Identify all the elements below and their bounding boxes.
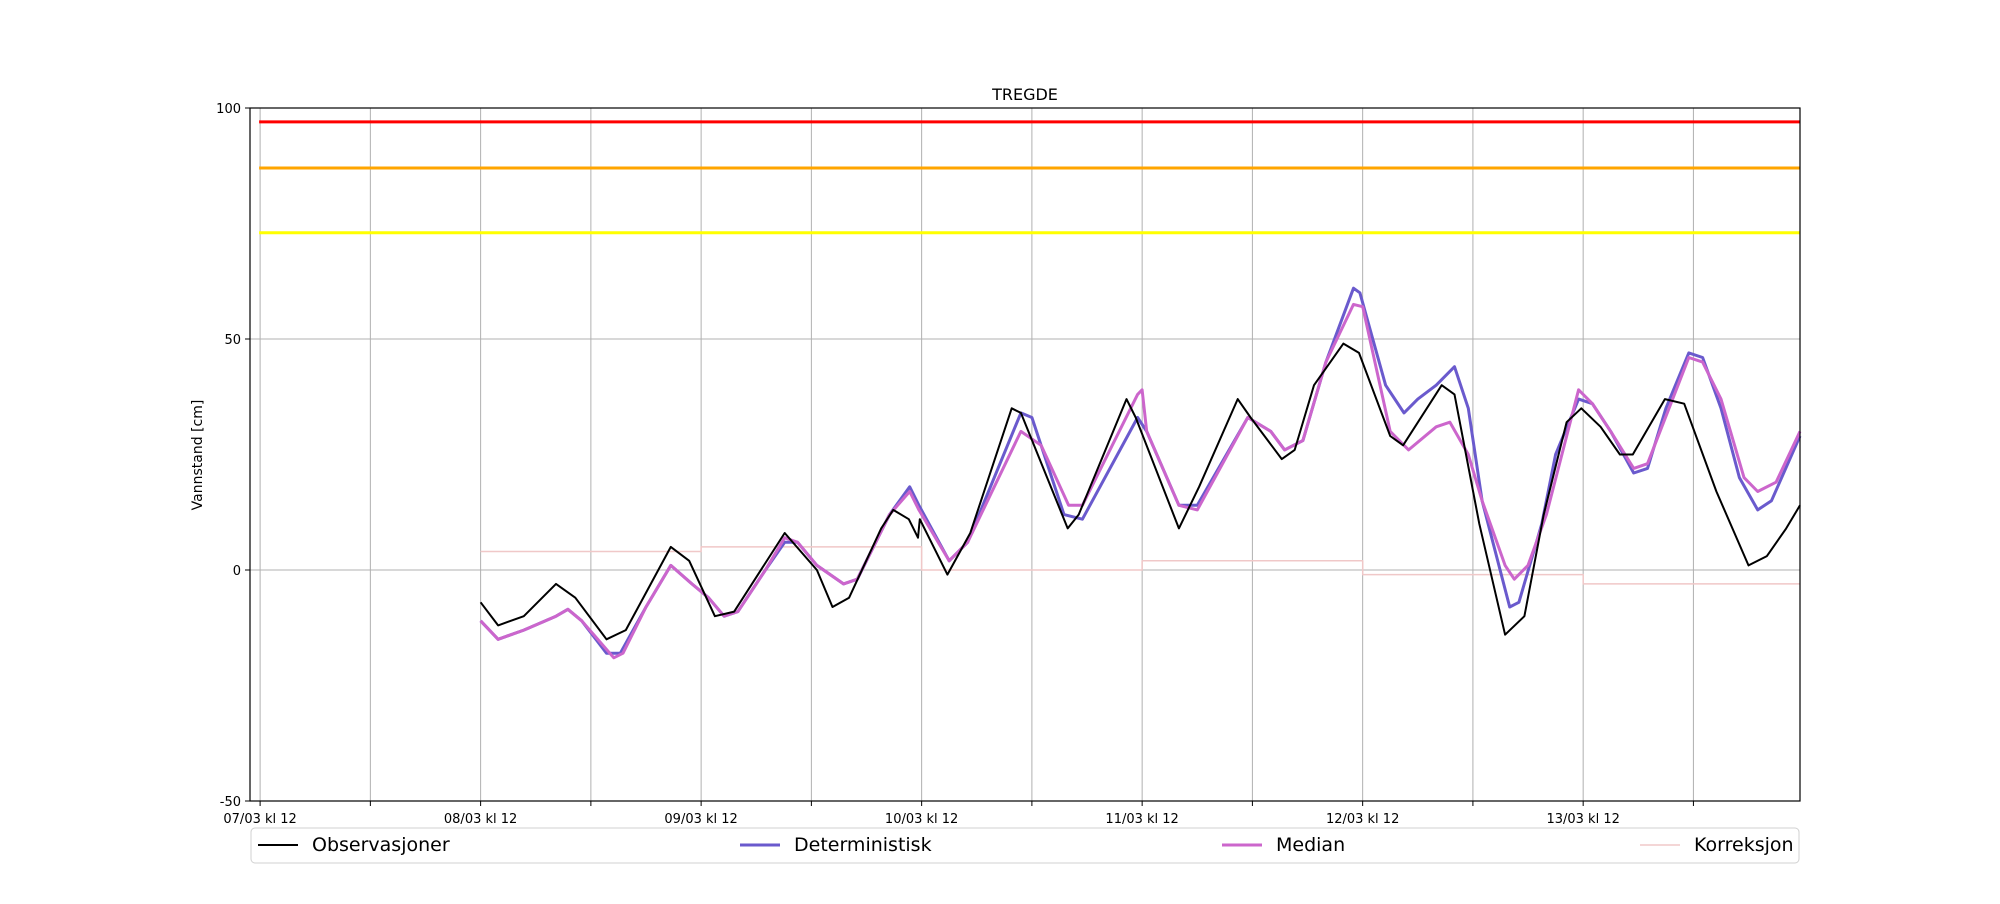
series-lines	[479, 286, 1802, 660]
x-tick-label: 12/03 kl 12	[1326, 812, 1399, 827]
series-line-observasjoner	[479, 342, 1801, 641]
x-tick-label: 07/03 kl 12	[223, 812, 296, 827]
y-axis-label: Vannstand [cm]	[190, 400, 206, 511]
legend-label: Observasjoner	[312, 834, 450, 856]
y-tick-label: 0	[233, 564, 241, 579]
series-line-median	[479, 302, 1802, 660]
series-line-deterministisk	[479, 286, 1802, 655]
x-tick-label: 09/03 kl 12	[664, 812, 737, 827]
threshold-lines	[259, 120, 1800, 235]
plot-frame	[249, 107, 1801, 802]
legend-label: Korreksjon	[1694, 834, 1794, 856]
x-tick-label: 08/03 kl 12	[444, 812, 517, 827]
x-tick-label: 11/03 kl 12	[1105, 812, 1178, 827]
x-tick-label: 10/03 kl 12	[885, 812, 958, 827]
series-line-korreksjon	[480, 546, 1800, 585]
legend-box	[250, 827, 1800, 864]
grid	[250, 107, 1800, 802]
legend-label: Deterministisk	[794, 834, 932, 856]
axes: 07/03 kl 12 08/03 kl 12 09/03 kl 12 10/03 k…	[216, 102, 1694, 827]
legend: Observasjoner Deterministisk Median Korreks…	[250, 827, 1800, 864]
x-tick-label: 13/03 kl 12	[1546, 812, 1619, 827]
chart-title: TREGDE	[991, 85, 1058, 104]
y-tick-label: -50	[220, 795, 241, 810]
legend-label: Median	[1276, 834, 1345, 856]
y-tick-label: 50	[224, 333, 241, 348]
y-tick-label: 100	[216, 102, 241, 117]
